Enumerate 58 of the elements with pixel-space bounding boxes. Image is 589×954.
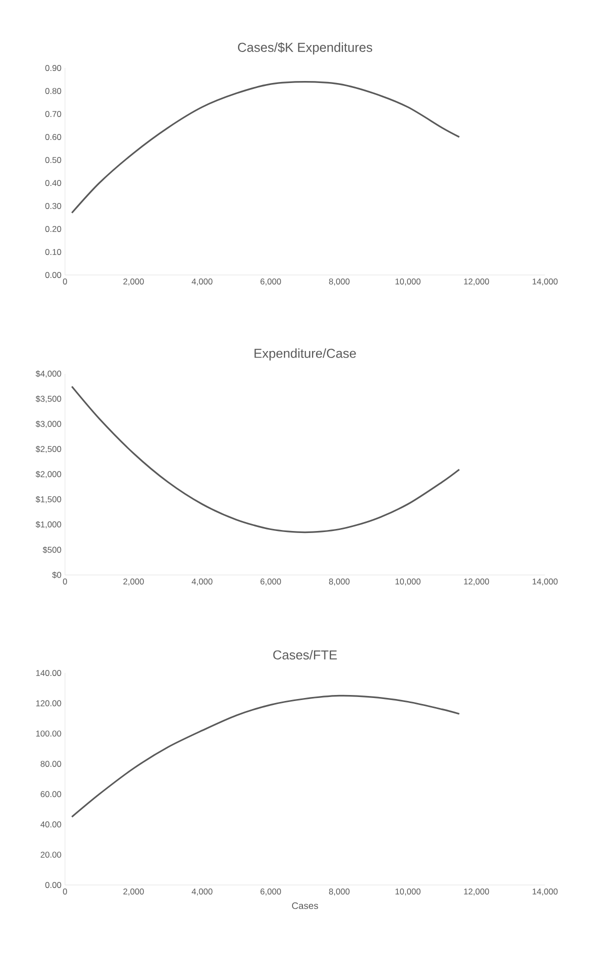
- x-tick-label: 14,000: [532, 888, 558, 896]
- chart-title: Cases/$K Expenditures: [238, 42, 372, 54]
- chart-title: Expenditure/Case: [254, 348, 356, 360]
- x-tick-label: 8,000: [329, 578, 350, 586]
- y-tick-label: $4,000: [36, 370, 62, 378]
- y-tick-label: 100.00: [36, 730, 62, 737]
- y-tick-label: 0.70: [45, 111, 62, 117]
- y-tick-label: 0.00: [45, 882, 62, 888]
- x-tick-label: 4,000: [192, 888, 212, 896]
- x-tick-label: 2,000: [123, 278, 144, 286]
- y-tick-label: $3,000: [36, 420, 62, 428]
- chart-title: Cases/FTE: [273, 650, 337, 660]
- y-tick-label: 80.00: [40, 760, 62, 767]
- y-tick-label: 0.20: [45, 226, 62, 232]
- y-tick-label: 0.40: [45, 180, 62, 186]
- y-tick-label: $500: [42, 546, 62, 554]
- x-tick-label: 14,000: [532, 578, 558, 586]
- x-tick-label: 8,000: [329, 888, 350, 896]
- line-series: [71, 81, 460, 214]
- x-tick-label: 8,000: [329, 278, 350, 286]
- x-tick-label: 0: [62, 278, 68, 284]
- x-tick-label: 4,000: [192, 278, 212, 286]
- y-tick-label: 0.90: [45, 65, 62, 71]
- x-tick-label: 12,000: [464, 278, 490, 286]
- y-tick-label: $2,500: [36, 446, 62, 454]
- x-tick-label: 12,000: [464, 578, 490, 586]
- x-tick-label: 2,000: [123, 888, 144, 896]
- y-tick-label: $0: [52, 572, 62, 578]
- x-tick-label: 2,000: [123, 578, 144, 586]
- y-tick-label: 120.00: [36, 700, 62, 706]
- x-tick-label: 6,000: [260, 578, 281, 586]
- x-tick-label: 12,000: [464, 888, 490, 896]
- y-tick-label: $3,500: [36, 395, 62, 403]
- x-tick-label: 6,000: [260, 278, 281, 286]
- x-tick-label: 10,000: [396, 278, 420, 286]
- y-tick-label: 0.30: [45, 203, 62, 209]
- x-tick-label: 14,000: [532, 278, 558, 286]
- line-series: [71, 386, 460, 534]
- y-tick-label: 0.10: [45, 249, 62, 255]
- y-tick-label: 20.00: [40, 852, 62, 858]
- x-tick-label: 4,000: [192, 578, 212, 586]
- y-tick-label: 60.00: [40, 791, 62, 798]
- y-tick-label: 0.80: [45, 88, 62, 94]
- y-tick-label: 0.00: [45, 272, 62, 278]
- x-axis-title: Cases: [292, 902, 318, 910]
- x-tick-label: 10,000: [396, 888, 420, 896]
- y-tick-label: 0.50: [45, 157, 62, 163]
- x-tick-label: 10,000: [396, 578, 420, 586]
- y-tick-label: $2,000: [36, 470, 62, 478]
- line-series: [71, 694, 460, 818]
- y-tick-label: 140.00: [36, 670, 62, 676]
- x-tick-label: 0: [62, 888, 68, 894]
- y-tick-label: $1,500: [36, 496, 62, 504]
- y-tick-label: 40.00: [40, 821, 62, 828]
- x-tick-label: 0: [62, 578, 68, 584]
- y-tick-label: $1,000: [36, 521, 62, 528]
- y-tick-label: 0.60: [45, 134, 62, 140]
- x-tick-label: 6,000: [260, 888, 281, 896]
